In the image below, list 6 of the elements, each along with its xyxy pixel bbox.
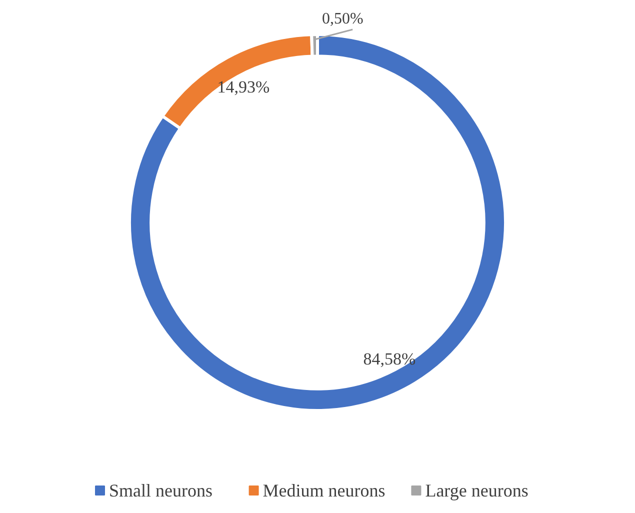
legend-label: Small neurons [109,480,212,500]
data-label: 0,50% [322,10,364,28]
legend-label: Large neurons [425,480,528,500]
legend-label: Medium neurons [262,480,386,500]
data-label: 84,58% [363,350,416,369]
data-label: 14,93% [217,78,270,97]
